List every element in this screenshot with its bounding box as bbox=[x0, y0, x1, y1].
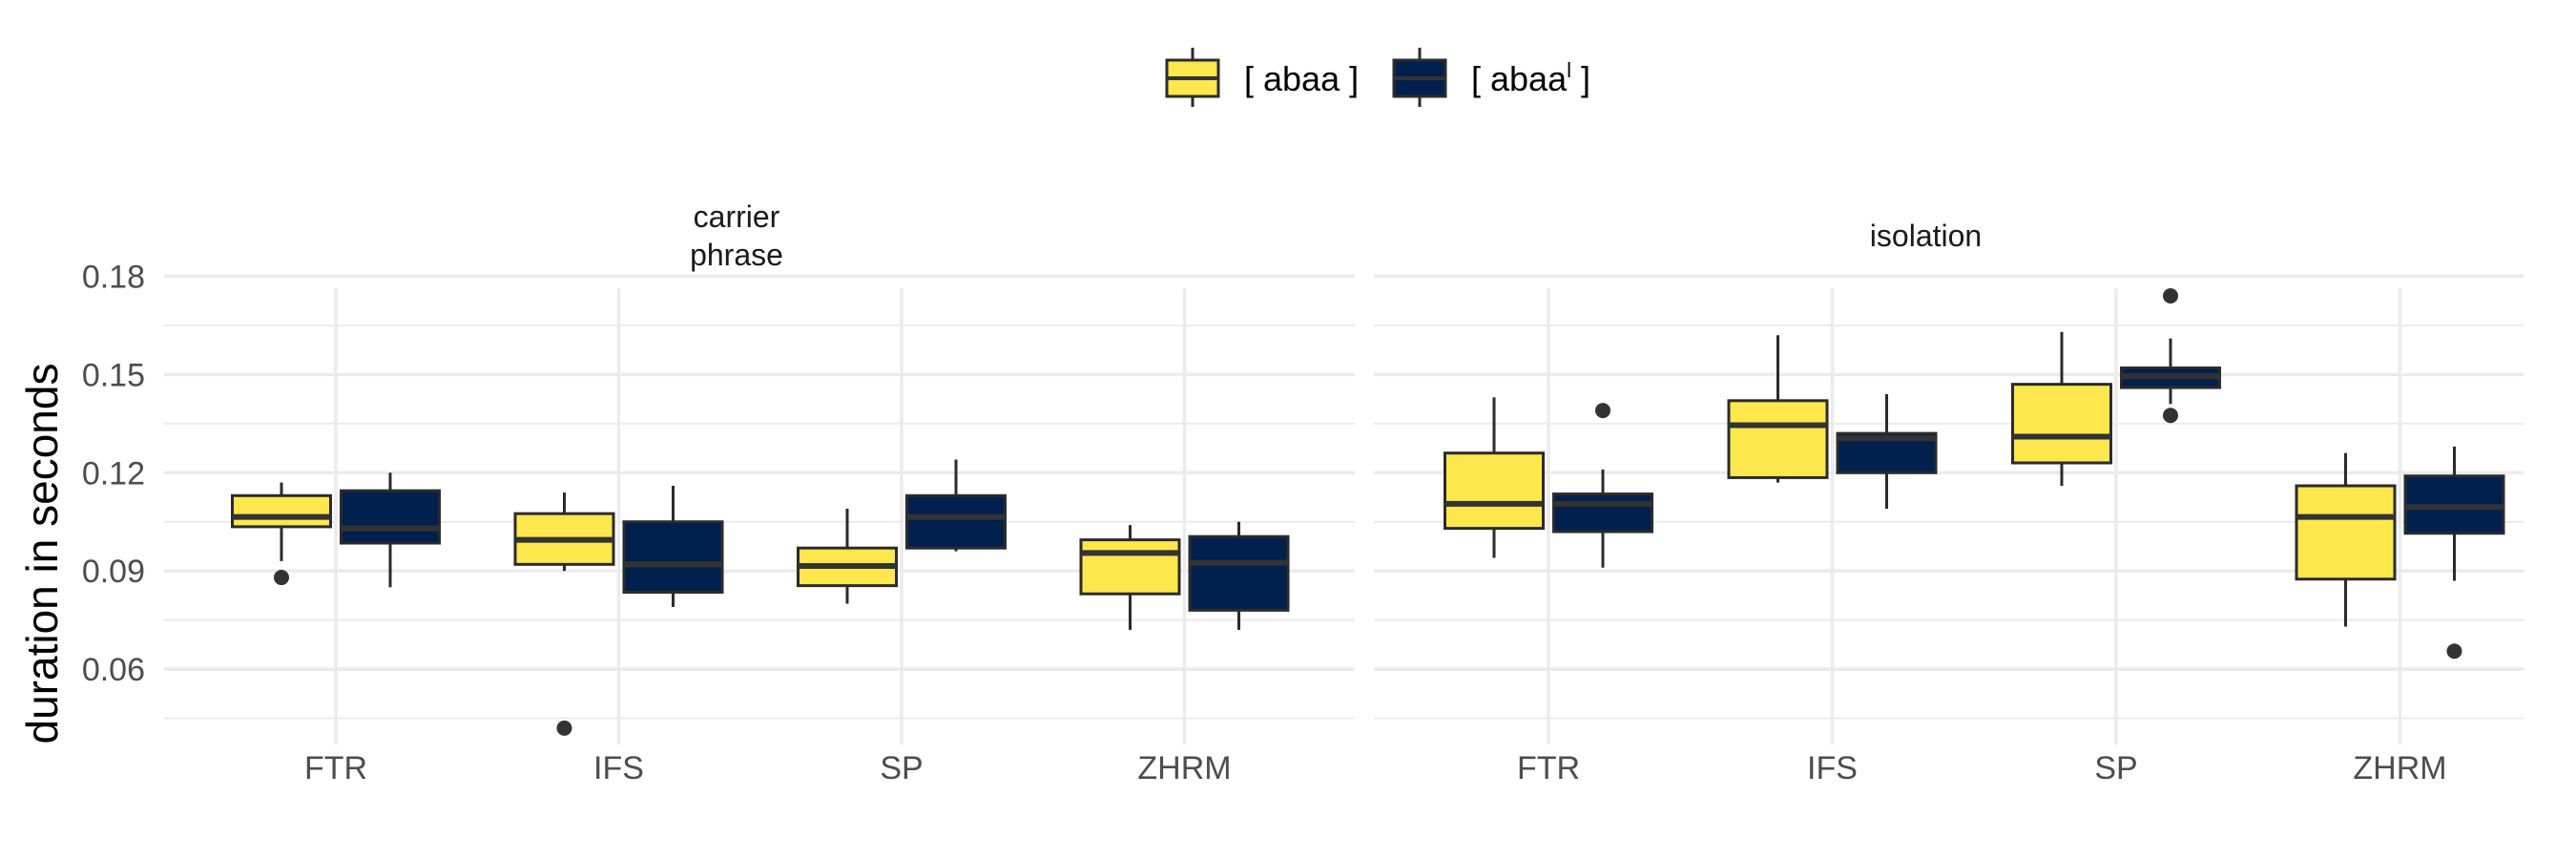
box-body bbox=[1444, 451, 1545, 531]
strip-label: isolation bbox=[1870, 219, 1982, 253]
legend-item-2: [ abaal ] bbox=[1392, 48, 1590, 107]
x-tick-label: IFS bbox=[593, 750, 644, 786]
box-ftr-series-1 bbox=[231, 482, 332, 586]
box-body bbox=[905, 493, 1007, 550]
gridlines bbox=[164, 274, 1355, 744]
box-body bbox=[340, 489, 441, 545]
box-body bbox=[622, 520, 724, 594]
x-tick-label: SP bbox=[2094, 750, 2137, 786]
outlier-point bbox=[2446, 643, 2462, 660]
y-tick-label: 0.09 bbox=[82, 554, 145, 590]
box-zhrm-series-1 bbox=[1079, 525, 1181, 630]
legend: [ abaa ][ abaal ] bbox=[1165, 48, 1590, 107]
y-tick-label: 0.18 bbox=[82, 259, 145, 295]
y-tick-label: 0.15 bbox=[82, 357, 145, 393]
box-body bbox=[231, 493, 332, 529]
box-ifs-series-1 bbox=[513, 492, 615, 736]
legend-label-superscript: l bbox=[1567, 58, 1571, 82]
y-axis-label: duration in seconds bbox=[17, 364, 67, 744]
box-ifs-series-1 bbox=[1727, 335, 1829, 483]
box-ifs-series-2 bbox=[1836, 393, 1938, 510]
box-sp-series-2 bbox=[905, 459, 1007, 552]
legend-label: [ abaal ] bbox=[1471, 58, 1590, 98]
box-body bbox=[1079, 538, 1181, 596]
box-ifs-series-2 bbox=[622, 485, 724, 607]
panel-1: carrier phrase 0.06 0.09 0.12 0.15 0.18 FTR IFS S… bbox=[82, 199, 1355, 786]
legend-label-suffix: ] bbox=[1571, 59, 1590, 98]
panels: carrier phrase 0.06 0.09 0.12 0.15 0.18 FTR IFS S… bbox=[82, 199, 2524, 786]
box-zhrm-series-2 bbox=[1188, 521, 1290, 630]
x-tick-label: FTR bbox=[304, 750, 367, 786]
outlier-point bbox=[1595, 403, 1610, 419]
strip-label-line: phrase bbox=[690, 238, 783, 272]
box-body bbox=[2295, 484, 2397, 581]
strip-label-line: carrier bbox=[694, 199, 780, 234]
x-tick-label: IFS bbox=[1807, 750, 1858, 786]
outlier-point bbox=[556, 720, 572, 736]
outlier-point bbox=[2163, 288, 2178, 304]
box-ftr-series-2 bbox=[1552, 403, 1653, 568]
gridlines bbox=[1374, 274, 2524, 744]
box-sp-series-1 bbox=[797, 509, 898, 604]
x-tick-label: ZHRM bbox=[2353, 750, 2446, 786]
box-body bbox=[2011, 383, 2112, 465]
box-ftr-series-1 bbox=[1444, 397, 1545, 558]
y-tick-label: 0.12 bbox=[82, 455, 145, 492]
x-tick-label: SP bbox=[880, 750, 923, 786]
box-zhrm-series-1 bbox=[2295, 452, 2397, 627]
legend-label: [ abaa ] bbox=[1244, 59, 1359, 98]
panel-2: isolation FTR IFS SP ZHRM bbox=[1374, 219, 2524, 786]
legend-item-1: [ abaa ] bbox=[1165, 48, 1359, 107]
box-zhrm-series-2 bbox=[2403, 446, 2505, 660]
outlier-point bbox=[274, 570, 289, 586]
x-tick-label: ZHRM bbox=[1137, 750, 1231, 786]
box-body bbox=[1188, 534, 1290, 612]
legend-label-text: [ abaa ] bbox=[1244, 59, 1359, 98]
box-body bbox=[1552, 492, 1653, 534]
strip-label: carrier phrase bbox=[690, 199, 783, 272]
legend-label-text: [ abaa bbox=[1471, 59, 1568, 98]
box-ftr-series-2 bbox=[340, 472, 441, 588]
box-sp-series-2 bbox=[2120, 288, 2221, 424]
box-body bbox=[1727, 399, 1829, 479]
x-tick-label: FTR bbox=[1517, 750, 1580, 786]
strip-label-line: isolation bbox=[1870, 219, 1982, 253]
box-sp-series-1 bbox=[2011, 331, 2112, 486]
y-tick-label: 0.06 bbox=[82, 652, 145, 688]
outlier-point bbox=[2163, 408, 2178, 424]
